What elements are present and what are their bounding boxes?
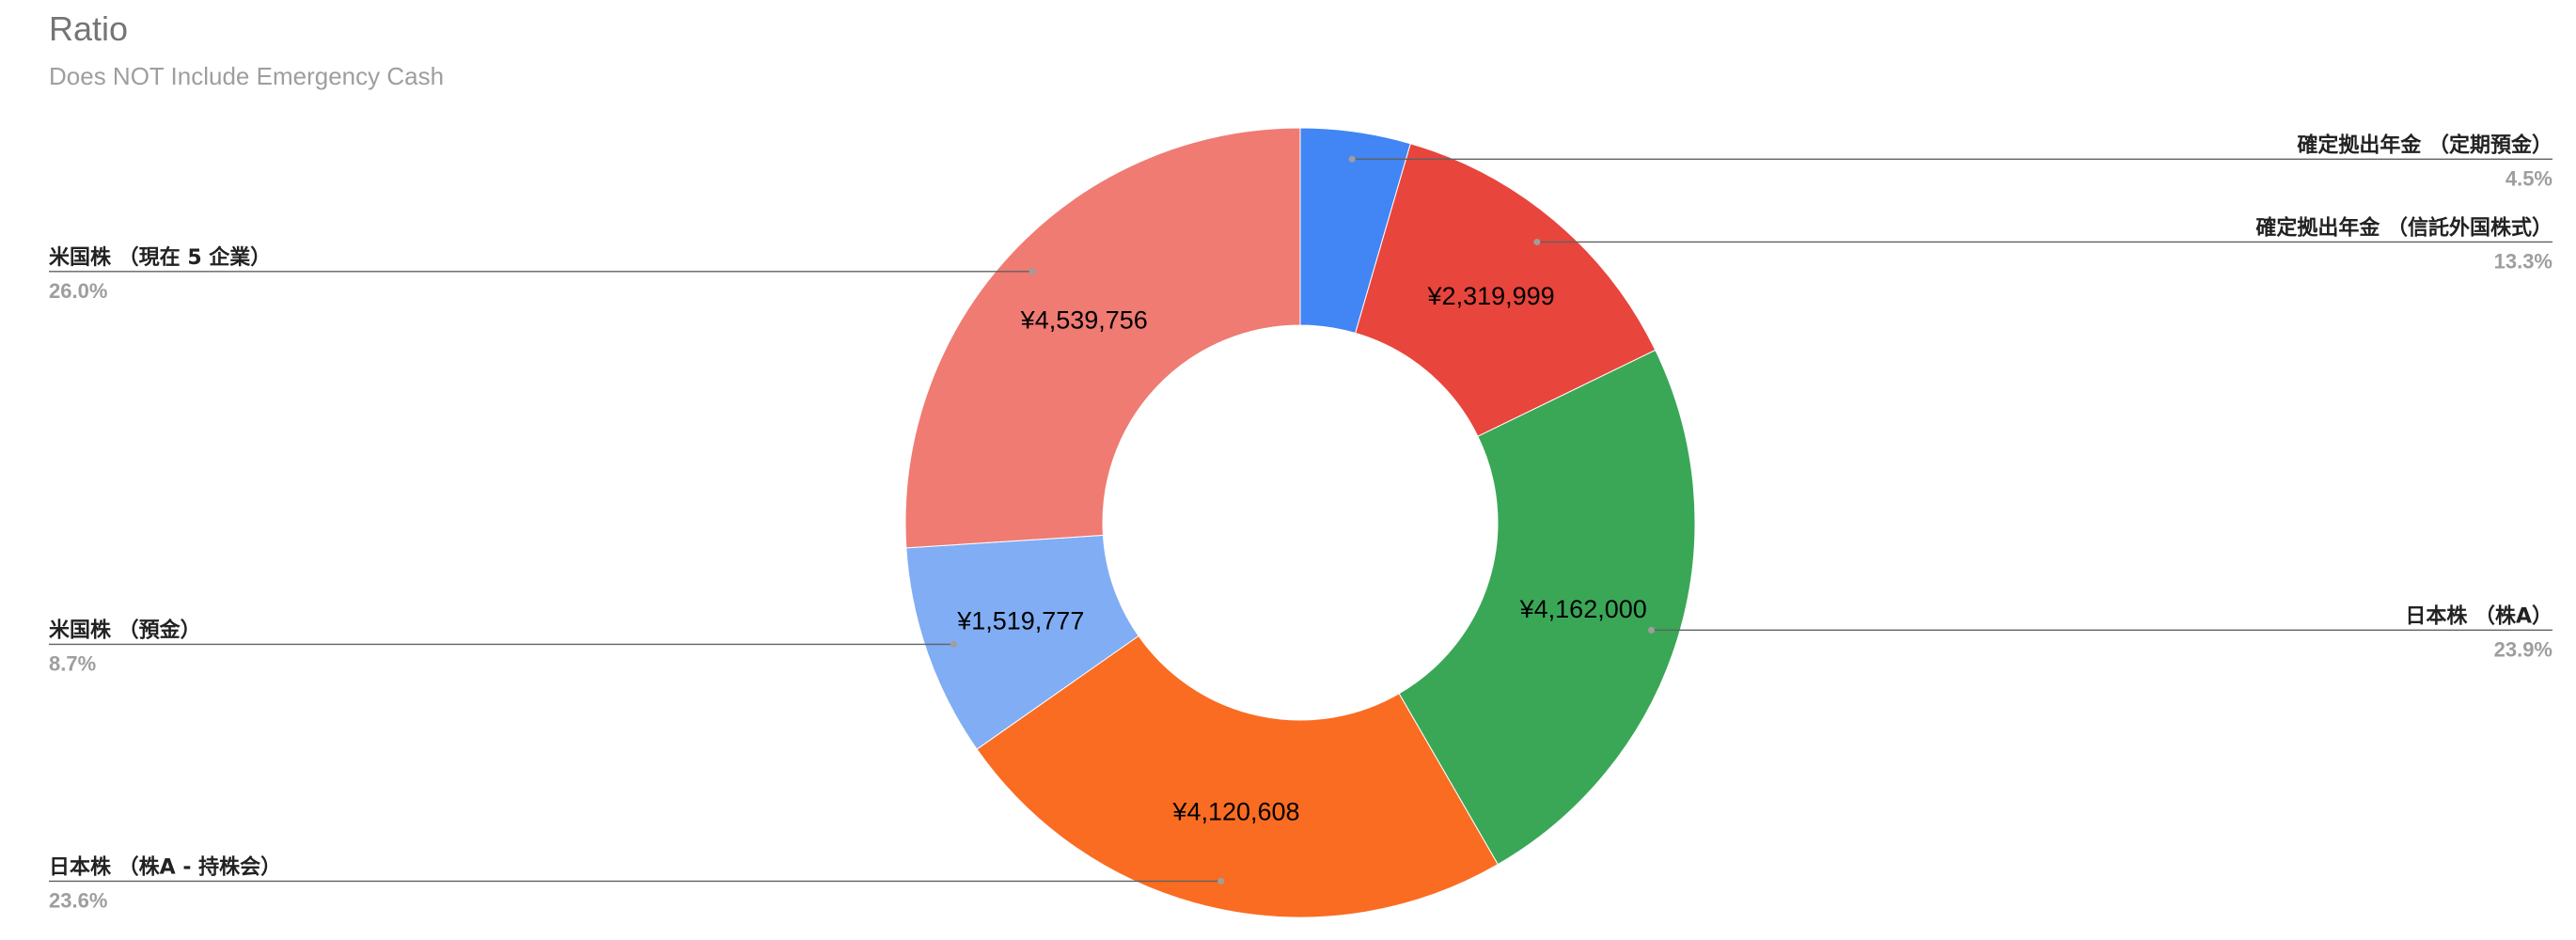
legend-label: 日本株 （株A）: [2405, 604, 2552, 628]
legend-percent: 13.3%: [2494, 249, 2552, 273]
legend-anchor-dot: [1217, 877, 1225, 885]
legend-label: 確定拠出年金 （定期預金）: [2297, 133, 2552, 157]
legend-percent: 4.5%: [2505, 166, 2552, 190]
legend-anchor-dot: [950, 640, 957, 648]
donut-slice[interactable]: [1398, 349, 1696, 866]
donut-slice[interactable]: [904, 127, 1301, 549]
legend-label: 米国株 （預金）: [49, 618, 201, 642]
legend-anchor-dot: [1348, 155, 1356, 163]
legend-label: 米国株 （現在 5 企業）: [49, 245, 271, 270]
legend-percent: 23.6%: [49, 888, 107, 912]
legend-percent: 26.0%: [49, 279, 107, 303]
legend-anchor-dot: [1647, 626, 1655, 634]
slice-value-label: ¥1,519,777: [956, 606, 1084, 634]
legend-label: 日本株 （株A - 持株会）: [49, 854, 281, 879]
chart-subtitle: Does NOT Include Emergency Cash: [49, 62, 445, 90]
legend-percent: 23.9%: [2494, 637, 2552, 661]
legend-anchor-dot: [1029, 268, 1036, 275]
slice-value-label: ¥2,319,999: [1427, 282, 1555, 310]
legend-percent: 8.7%: [49, 651, 96, 675]
slices: [904, 127, 1696, 918]
slice-value-label: ¥4,162,000: [1519, 595, 1647, 623]
legend-anchor-dot: [1533, 238, 1541, 245]
donut-slice[interactable]: [976, 634, 1499, 918]
legend: 確定拠出年金 （定期預金） 4.5% 確定拠出年金 （信託外国株式） 13.3% 日本株…: [49, 133, 2552, 912]
donut-slice[interactable]: [1355, 143, 1657, 437]
legend-label: 確定拠出年金 （信託外国株式）: [2255, 215, 2552, 240]
slice-value-label: ¥4,120,608: [1171, 798, 1299, 826]
slice-value-label: ¥4,539,756: [1020, 306, 1148, 335]
chart-title: Ratio: [49, 9, 129, 48]
slice-value-labels: ¥2,319,999 ¥4,162,000 ¥4,120,608 ¥1,519,777…: [956, 282, 1647, 825]
